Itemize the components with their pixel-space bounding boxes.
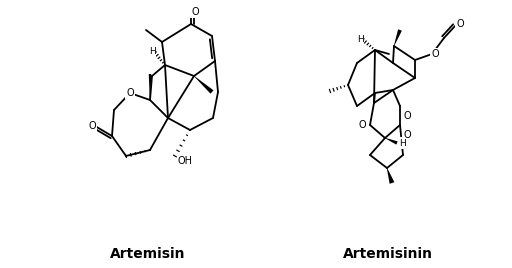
Text: O: O bbox=[431, 49, 439, 59]
Text: O: O bbox=[88, 121, 96, 131]
Text: Artemisinin: Artemisinin bbox=[343, 247, 433, 261]
Polygon shape bbox=[385, 138, 398, 145]
Text: O: O bbox=[191, 7, 199, 17]
Polygon shape bbox=[194, 76, 214, 94]
Polygon shape bbox=[387, 168, 394, 184]
Text: O: O bbox=[126, 88, 134, 98]
Text: O: O bbox=[358, 120, 366, 130]
Text: O: O bbox=[456, 19, 464, 29]
Text: OH: OH bbox=[178, 156, 193, 166]
Text: O: O bbox=[403, 130, 411, 140]
Text: H: H bbox=[357, 35, 364, 44]
Text: Artemisin: Artemisin bbox=[110, 247, 186, 261]
Text: H: H bbox=[399, 139, 406, 147]
Polygon shape bbox=[149, 74, 151, 100]
Polygon shape bbox=[394, 29, 402, 46]
Text: H: H bbox=[148, 47, 155, 55]
Text: O: O bbox=[403, 111, 411, 121]
